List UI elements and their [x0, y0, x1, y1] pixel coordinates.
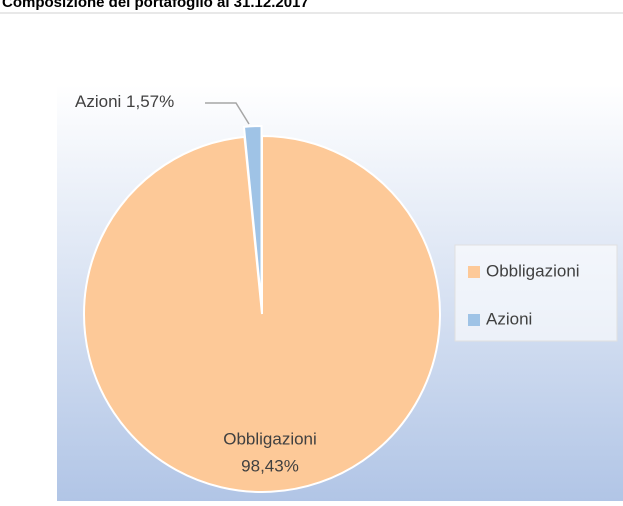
legend [454, 244, 618, 342]
data-label: Azioni 1,57% [75, 92, 174, 111]
legend-label: Obbligazioni [486, 261, 580, 280]
data-label: 98,43% [241, 456, 299, 475]
pie [83, 125, 441, 493]
legend-label: Azioni [486, 309, 532, 328]
data-label-category: Obbligazioni [223, 429, 317, 448]
leader-line [205, 102, 250, 125]
legend-items: Obbligazioni Azioni [468, 261, 580, 328]
pie-slice [242, 125, 263, 305]
label-value: 1,57% [126, 92, 174, 111]
legend-swatch [468, 314, 480, 326]
label-category: Azioni [75, 92, 121, 111]
pie-slice [83, 134, 441, 493]
chart-title: Composizione del portafoglio al 31.12.20… [2, 0, 309, 11]
legend-swatch [468, 266, 480, 278]
